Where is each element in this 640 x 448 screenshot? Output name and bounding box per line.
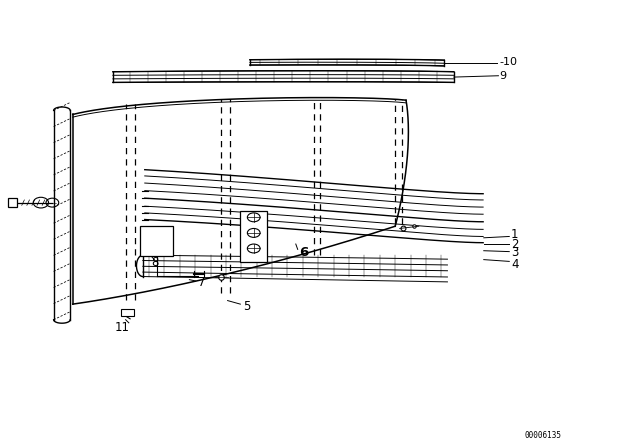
Bar: [8, 198, 17, 207]
Text: -10: -10: [500, 57, 518, 67]
Text: 9: 9: [500, 71, 507, 81]
Text: 8: 8: [151, 256, 159, 269]
Bar: [121, 309, 134, 316]
Text: 4: 4: [511, 258, 518, 271]
Bar: [140, 226, 173, 256]
Text: 11: 11: [115, 321, 130, 334]
Text: 3: 3: [511, 246, 518, 259]
Bar: [241, 211, 267, 262]
Text: 6: 6: [300, 246, 309, 259]
Text: 00006135: 00006135: [525, 431, 561, 440]
Text: 5: 5: [244, 300, 251, 313]
Text: 2: 2: [511, 237, 518, 250]
Text: 1: 1: [511, 228, 518, 241]
Text: 7: 7: [198, 276, 205, 289]
